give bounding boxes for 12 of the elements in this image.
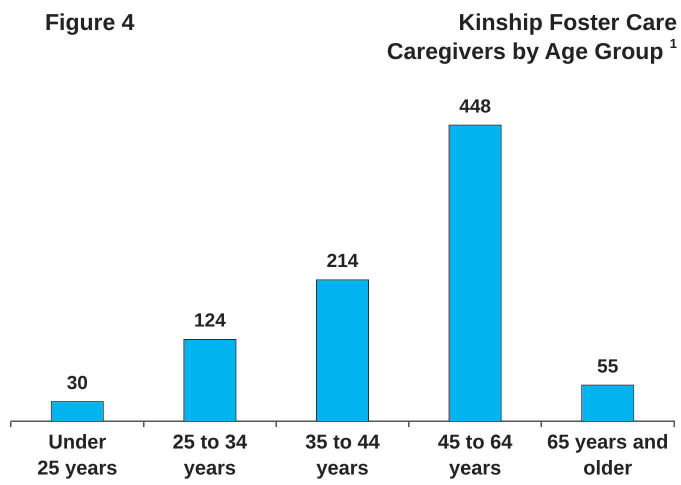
x-tick-label: Under 25 years [37,432,118,480]
data-label: 30 [66,372,88,394]
x-tick-label: 25 to 34 years [172,432,248,480]
x-tick-label: 35 to 44 years [305,432,381,480]
caption: Figure 4 [45,8,134,37]
x-tick-label: 45 to 64 years [438,432,514,480]
x-tick-label: 65 years and older [547,432,668,480]
data-label: 124 [194,310,226,332]
data-label: 448 [459,96,491,118]
data-label: 55 [597,356,619,378]
data-label: 214 [326,251,359,272]
chart-title: Kinship Foster Care Caregivers by Age Group $^{1}$ [386,8,677,66]
